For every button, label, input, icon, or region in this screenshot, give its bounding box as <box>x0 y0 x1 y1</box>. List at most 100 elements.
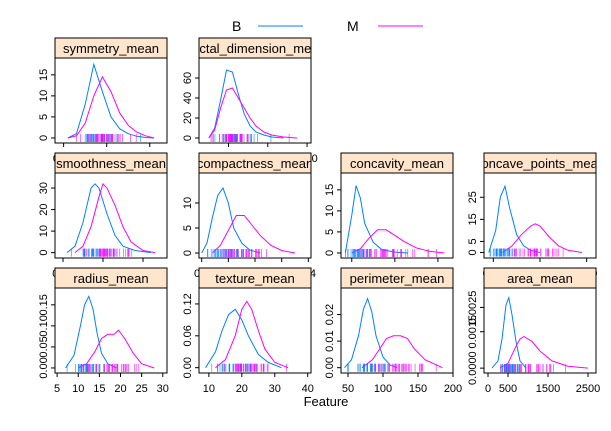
y-tick-label: 15 <box>324 184 336 196</box>
strip <box>484 153 596 174</box>
y-tick-label: 15 <box>467 213 479 225</box>
x-tick-label: 50 <box>342 383 354 395</box>
density-curve-M <box>74 182 156 254</box>
y-tick-label: 0 <box>182 250 194 256</box>
panel-radius_mean: radius_mean 5 10 15 20 25 30 0.000.050.100.15 <box>38 267 169 395</box>
strip <box>55 38 167 59</box>
strip <box>341 268 453 289</box>
x-tick-label: 20 <box>114 383 126 395</box>
y-tick-label: 0.01 <box>324 330 336 351</box>
panels-grid: symmetry_mean0.100.200.30051015fractal_d… <box>38 37 605 395</box>
x-tick-label: 100 <box>374 383 392 395</box>
curves <box>65 295 155 369</box>
y-tick-label: 0 <box>38 135 50 141</box>
density-curve-M <box>67 75 155 139</box>
panel-title: concave_points_mean <box>475 156 605 171</box>
y-tick-label: 5 <box>324 229 336 235</box>
strip <box>55 268 167 289</box>
strip <box>199 268 311 289</box>
y-tick-label: 0 <box>467 249 479 255</box>
panel-perimeter_mean: perimeter_mean 50 100 150 200 0.00 0.01 0.02 <box>324 267 462 395</box>
y-tick-label: 10 <box>324 205 336 217</box>
y-tick-label: 0.15 <box>38 294 50 315</box>
x-tick-label: 200 <box>444 383 462 395</box>
y-tick-label: 25 <box>467 191 479 203</box>
x-tick-label: 150 <box>409 383 427 395</box>
x-tick-label: 10 <box>72 383 84 395</box>
panel-title: radius_mean <box>73 271 148 286</box>
y-tick-label: 0 <box>182 135 194 141</box>
panel-fractal_dimension_mean: fractal_dimension_mean0.060.080.10020406… <box>182 37 318 165</box>
strip <box>341 153 453 174</box>
legend-label-B: B <box>232 18 241 34</box>
y-tick-label: 10 <box>38 90 50 102</box>
panel-texture_mean: texture_mean 10 20 30 40 0.00 0.06 0.12 <box>182 267 314 395</box>
density-curve-B <box>67 62 155 139</box>
y-tick-label: 40 <box>182 92 194 104</box>
strip <box>199 38 311 59</box>
y-tick-label: 0 <box>324 250 336 256</box>
legend-label-M: M <box>347 18 359 34</box>
rug-marks <box>66 363 140 372</box>
x-tick-label: 20 <box>236 383 248 395</box>
strip <box>484 268 596 289</box>
rug-marks <box>500 364 567 373</box>
strip <box>199 153 311 174</box>
rug-marks <box>76 133 142 142</box>
panel-title: compactness_mean <box>197 156 313 171</box>
x-tick-label: 2500 <box>576 383 600 395</box>
y-tick-label: 0.10 <box>38 315 50 336</box>
curves <box>344 185 445 254</box>
y-tick-label: 0 <box>38 250 50 256</box>
panel-title: perimeter_mean <box>350 271 445 286</box>
curves <box>205 300 289 369</box>
density-curve-B <box>66 183 152 254</box>
panel-title: texture_mean <box>215 271 295 286</box>
y-tick-label: 20 <box>182 112 194 124</box>
x-tick-label: 40 <box>302 383 314 395</box>
density-curve-M <box>361 335 443 369</box>
density-curve-B <box>65 295 117 369</box>
curves <box>488 184 583 253</box>
density-curve-B <box>344 297 398 369</box>
y-tick-label: 20 <box>38 203 50 215</box>
y-tick-label: 30 <box>38 182 50 194</box>
rug-marks <box>207 249 267 257</box>
x-tick-label: 500 <box>499 383 517 395</box>
panel-title: symmetry_mean <box>63 41 159 56</box>
y-tick-label: 0.0000 <box>467 351 479 385</box>
x-tick-label: 0 <box>485 383 491 395</box>
curves <box>67 62 155 139</box>
y-tick-label: 0.06 <box>182 325 194 346</box>
y-tick-label: 0.05 <box>38 336 50 357</box>
curves <box>344 297 443 369</box>
density-curve-M <box>499 336 589 369</box>
density-curve-B <box>491 295 527 369</box>
y-tick-label: 0.02 <box>324 304 336 325</box>
density-curve-B <box>208 69 284 139</box>
y-tick-label: 10 <box>182 197 194 209</box>
x-axis-label: Feature <box>304 394 349 409</box>
y-tick-label: 5 <box>182 225 194 231</box>
rug-marks <box>211 363 287 372</box>
y-tick-label: 60 <box>182 72 194 84</box>
curves <box>66 182 156 254</box>
panel-title: area_mean <box>507 271 573 286</box>
rug-marks <box>345 248 437 257</box>
x-tick-label: 30 <box>269 383 281 395</box>
x-tick-label: 10 <box>203 383 215 395</box>
y-tick-label: 5 <box>38 114 50 120</box>
strip <box>55 153 167 174</box>
density-curve-M <box>502 223 583 253</box>
rug-marks <box>210 134 290 142</box>
rug-marks <box>489 248 564 257</box>
x-tick-label: 25 <box>136 383 148 395</box>
y-tick-label: 0.00 <box>38 357 50 378</box>
